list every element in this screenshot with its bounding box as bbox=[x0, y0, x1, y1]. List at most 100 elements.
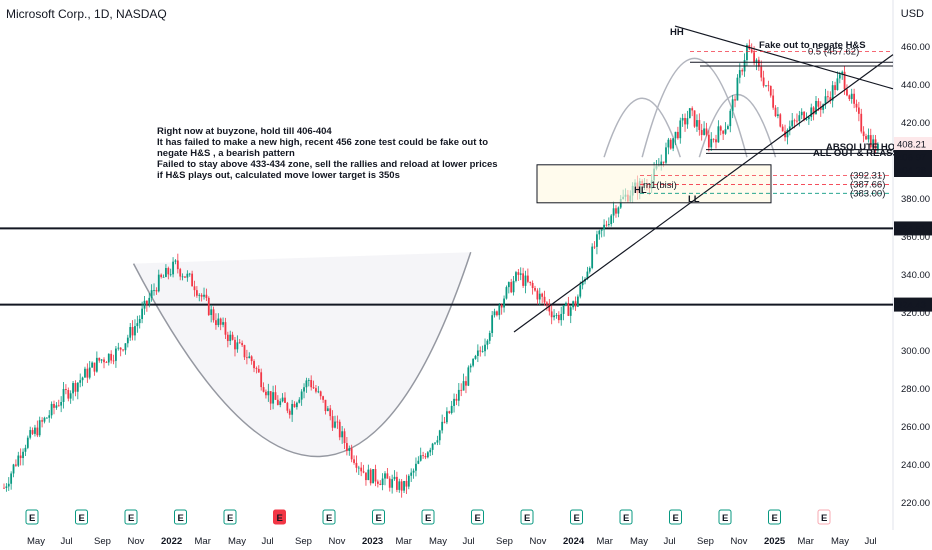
candle-body bbox=[286, 402, 289, 411]
candle-body bbox=[126, 337, 129, 344]
candle-body bbox=[86, 368, 89, 378]
candle-body bbox=[326, 408, 329, 412]
candle-body bbox=[250, 356, 253, 362]
candle-body bbox=[469, 365, 472, 368]
candle-body bbox=[53, 403, 55, 408]
candle-body bbox=[715, 139, 717, 143]
candle-body bbox=[367, 469, 370, 481]
earnings-icon bbox=[124, 509, 138, 525]
y-tick-label: 240.00 bbox=[901, 460, 930, 471]
candle-body bbox=[586, 271, 589, 280]
chart-annotation: ALL OUT & REASSESS bbox=[813, 148, 918, 159]
candle-body bbox=[857, 107, 860, 114]
candle-body bbox=[874, 139, 877, 151]
chart-annotation: HH bbox=[670, 27, 684, 38]
candle-body bbox=[665, 147, 667, 163]
candle-body bbox=[460, 389, 463, 391]
candle-body bbox=[224, 322, 227, 335]
x-tick-label: Nov bbox=[329, 536, 346, 547]
candle-body bbox=[588, 267, 591, 272]
x-tick-label: Jul bbox=[664, 536, 676, 547]
earnings-icon bbox=[669, 509, 682, 525]
candle-body bbox=[312, 387, 315, 389]
candle-body bbox=[807, 117, 810, 120]
x-tick-label: Mar bbox=[396, 536, 412, 547]
candle-body bbox=[834, 85, 836, 91]
candle-body bbox=[386, 473, 389, 479]
candle-body bbox=[229, 334, 232, 342]
earnings-label: E bbox=[524, 513, 530, 524]
candle-body bbox=[291, 403, 294, 415]
current-price-label: 408.21 bbox=[897, 140, 926, 151]
candle-body bbox=[26, 437, 29, 448]
candle-body bbox=[84, 368, 86, 378]
candle-body bbox=[565, 302, 567, 306]
cup-pattern-fill bbox=[133, 252, 471, 457]
candle-body bbox=[707, 134, 710, 148]
candle-body bbox=[5, 486, 8, 488]
candle-body bbox=[684, 117, 686, 125]
candle-body bbox=[31, 430, 34, 434]
y-tick-label: 260.00 bbox=[901, 422, 930, 433]
candle-body bbox=[674, 131, 677, 139]
candle-body bbox=[686, 118, 689, 125]
earnings-icon bbox=[75, 509, 88, 525]
candle-body bbox=[822, 104, 825, 110]
candle-body bbox=[155, 290, 158, 292]
candle-body bbox=[829, 97, 832, 101]
candle-body bbox=[167, 268, 170, 275]
candle-body bbox=[448, 411, 451, 414]
candle-body bbox=[179, 269, 182, 277]
candle-body bbox=[88, 367, 91, 378]
candle-body bbox=[260, 372, 263, 388]
currency-label[interactable]: USD bbox=[900, 8, 924, 20]
candle-body bbox=[331, 416, 334, 428]
earnings-label: E bbox=[178, 513, 184, 524]
candle-body bbox=[398, 481, 401, 490]
candle-body bbox=[574, 301, 577, 307]
candle-body bbox=[838, 74, 841, 79]
candle-body bbox=[412, 470, 415, 473]
candle-body bbox=[391, 479, 394, 488]
earnings-icon bbox=[520, 509, 534, 525]
candle-body bbox=[438, 430, 441, 441]
earnings-icon bbox=[372, 509, 385, 525]
candle-body bbox=[505, 287, 508, 299]
candle-body bbox=[729, 110, 732, 127]
earnings-label: E bbox=[475, 513, 481, 524]
candle-body bbox=[222, 322, 224, 325]
candle-body bbox=[65, 389, 67, 390]
level-price-label: 324.43 bbox=[897, 300, 926, 311]
candle-body bbox=[474, 355, 477, 359]
candle-body bbox=[60, 401, 63, 406]
earnings-label: E bbox=[128, 513, 134, 524]
candle-body bbox=[538, 293, 541, 300]
candle-body bbox=[376, 481, 379, 484]
candle-body bbox=[422, 455, 424, 456]
candle-body bbox=[669, 139, 672, 149]
candle-body bbox=[279, 401, 282, 405]
candle-body bbox=[238, 342, 241, 344]
candle-body bbox=[112, 360, 115, 362]
candle-body bbox=[703, 128, 705, 135]
candle-body bbox=[407, 475, 410, 487]
candle-body bbox=[348, 448, 351, 452]
earnings-icon bbox=[25, 509, 39, 525]
earnings-label: E bbox=[227, 513, 233, 524]
candle-body bbox=[662, 161, 665, 163]
candle-body bbox=[607, 224, 610, 226]
candle-body bbox=[855, 103, 858, 108]
candle-body bbox=[862, 131, 865, 137]
candle-body bbox=[774, 107, 777, 117]
candle-body bbox=[810, 107, 813, 118]
candle-body bbox=[353, 459, 355, 463]
candle-body bbox=[400, 481, 403, 491]
candle-body bbox=[722, 130, 725, 134]
candle-body bbox=[560, 313, 563, 321]
x-tick-label: Jul bbox=[463, 536, 475, 547]
candle-body bbox=[79, 380, 82, 383]
candle-body bbox=[7, 483, 10, 487]
candle-body bbox=[150, 290, 153, 298]
candle-body bbox=[710, 138, 713, 148]
